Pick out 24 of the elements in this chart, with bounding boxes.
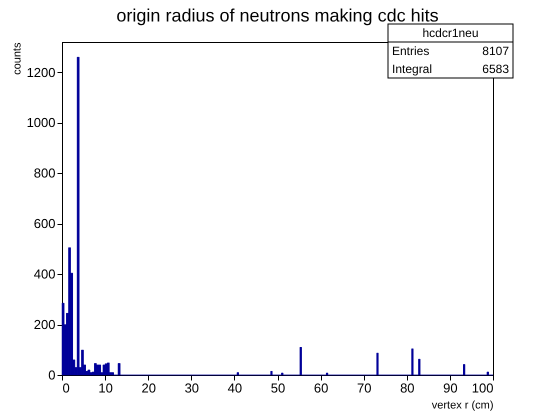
x-tick-label: 80 — [400, 380, 415, 396]
x-tick-label: 0 — [62, 380, 70, 396]
x-tick-label: 20 — [141, 380, 156, 396]
text: hcdcr1neu — [422, 26, 479, 40]
y-tick-label: 600 — [34, 216, 56, 232]
x-tick-label: 10 — [98, 380, 113, 396]
x-tick-label: 40 — [228, 380, 242, 396]
chart-title: origin radius of neutrons making cdc hits — [116, 6, 439, 26]
y-tick-label: 200 — [34, 317, 56, 332]
x-tick-label: 70 — [356, 380, 372, 396]
x-tick-label: 50 — [270, 380, 286, 396]
x-tick-label: 100 — [472, 380, 494, 396]
y-axis-title: counts — [12, 42, 24, 75]
x-tick-label: 30 — [184, 380, 200, 396]
y-tick-label: 800 — [34, 166, 56, 181]
x-tick-label: 60 — [314, 380, 328, 396]
y-tick-label: 1200 — [26, 64, 56, 80]
x-axis-title: vertex r (cm) — [432, 400, 494, 412]
text: Integral 6583 — [392, 62, 509, 76]
y-tick-label: 1000 — [26, 115, 56, 130]
text: Entries 8107 — [392, 44, 509, 58]
y-tick-label: 400 — [34, 266, 56, 282]
x-tick-label: 90 — [443, 380, 458, 396]
y-tick-label: 0 — [48, 368, 56, 382]
